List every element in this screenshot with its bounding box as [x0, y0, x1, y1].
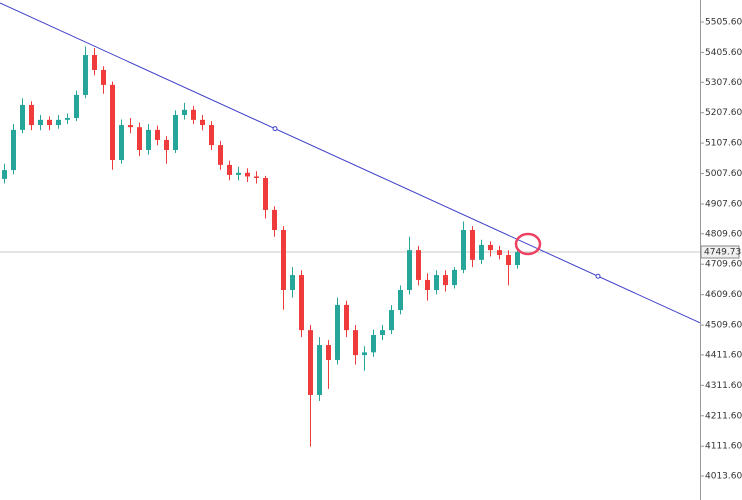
highlight-circle	[514, 232, 542, 256]
candle-body	[236, 172, 241, 175]
candle-body	[11, 129, 16, 171]
candle-body	[416, 250, 421, 280]
candle-body	[371, 335, 376, 353]
candle-body	[200, 119, 205, 126]
current-price-label: 4749.73	[704, 248, 741, 258]
candle-body	[92, 55, 97, 70]
y-tick-label: 4907.60	[705, 199, 742, 209]
candle-body	[29, 104, 34, 126]
candle-body	[164, 139, 169, 150]
candle-body	[146, 129, 151, 150]
candle-body	[425, 279, 430, 290]
candle-body	[335, 304, 340, 360]
candle-body	[173, 114, 178, 150]
y-tick-label: 5107.60	[705, 139, 742, 149]
y-tick-label: 5007.60	[705, 169, 742, 179]
y-tick-label: 4509.60	[705, 321, 742, 331]
candle-body	[461, 230, 466, 270]
y-tick-label: 5207.60	[705, 108, 742, 118]
candle-body	[182, 109, 187, 115]
y-tick-label: 5405.60	[705, 48, 742, 58]
candle-body	[209, 125, 214, 146]
candle-body	[272, 209, 277, 231]
y-tick-label: 4311.60	[705, 381, 742, 391]
candle-body	[380, 330, 385, 336]
trendline-handle	[272, 126, 278, 132]
candle-body	[443, 275, 448, 286]
candle-body	[20, 104, 25, 130]
candle-body	[353, 330, 358, 356]
y-tick-label: 4013.60	[705, 472, 742, 482]
candle-body	[101, 69, 106, 85]
candle-body	[38, 119, 43, 126]
candle-body	[83, 55, 88, 95]
candle-body	[506, 254, 511, 266]
candle-body	[56, 119, 61, 126]
candle-body	[218, 145, 223, 165]
candle-body	[299, 275, 304, 331]
candle-body	[263, 177, 268, 210]
candle-body	[515, 252, 520, 266]
y-tick-label: 4609.60	[705, 290, 742, 300]
y-tick-label: 5505.60	[705, 18, 742, 28]
candle-body	[497, 250, 502, 255]
candle-body	[362, 352, 367, 356]
candle-body	[155, 129, 160, 140]
candle-body	[326, 345, 331, 360]
candle-body	[290, 275, 295, 290]
candle-body	[317, 345, 322, 395]
trendline	[0, 2, 701, 324]
candle-body	[128, 125, 133, 128]
candle-body	[479, 244, 484, 260]
candle-body	[254, 176, 259, 178]
y-tick-label: 4411.60	[705, 350, 742, 360]
y-tick-label: 4211.60	[705, 411, 742, 421]
candle-body	[65, 118, 70, 120]
candle-body	[470, 230, 475, 260]
candle-body	[119, 125, 124, 161]
candle-body	[245, 172, 250, 177]
candle-body	[389, 310, 394, 331]
y-tick-label: 5307.60	[705, 78, 742, 88]
candle-body	[137, 127, 142, 150]
candle-body	[74, 94, 79, 119]
candle-body	[452, 269, 457, 286]
y-tick-label: 4111.60	[705, 442, 742, 452]
candle-body	[398, 289, 403, 311]
candle-body	[227, 164, 232, 175]
current-price-box	[700, 245, 740, 259]
candle-body	[488, 244, 493, 251]
candle-body	[47, 119, 52, 126]
candle-body	[110, 84, 115, 161]
trendline-handle	[595, 273, 601, 279]
candle-body	[281, 230, 286, 290]
candle-body	[407, 250, 412, 290]
candle-body	[191, 109, 196, 120]
candle-body	[308, 330, 313, 395]
candle-body	[2, 170, 7, 179]
candle-body	[434, 275, 439, 290]
y-tick-label: 4809.60	[705, 229, 742, 239]
y-tick-label: 4709.60	[705, 260, 742, 270]
candle-body	[344, 304, 349, 331]
